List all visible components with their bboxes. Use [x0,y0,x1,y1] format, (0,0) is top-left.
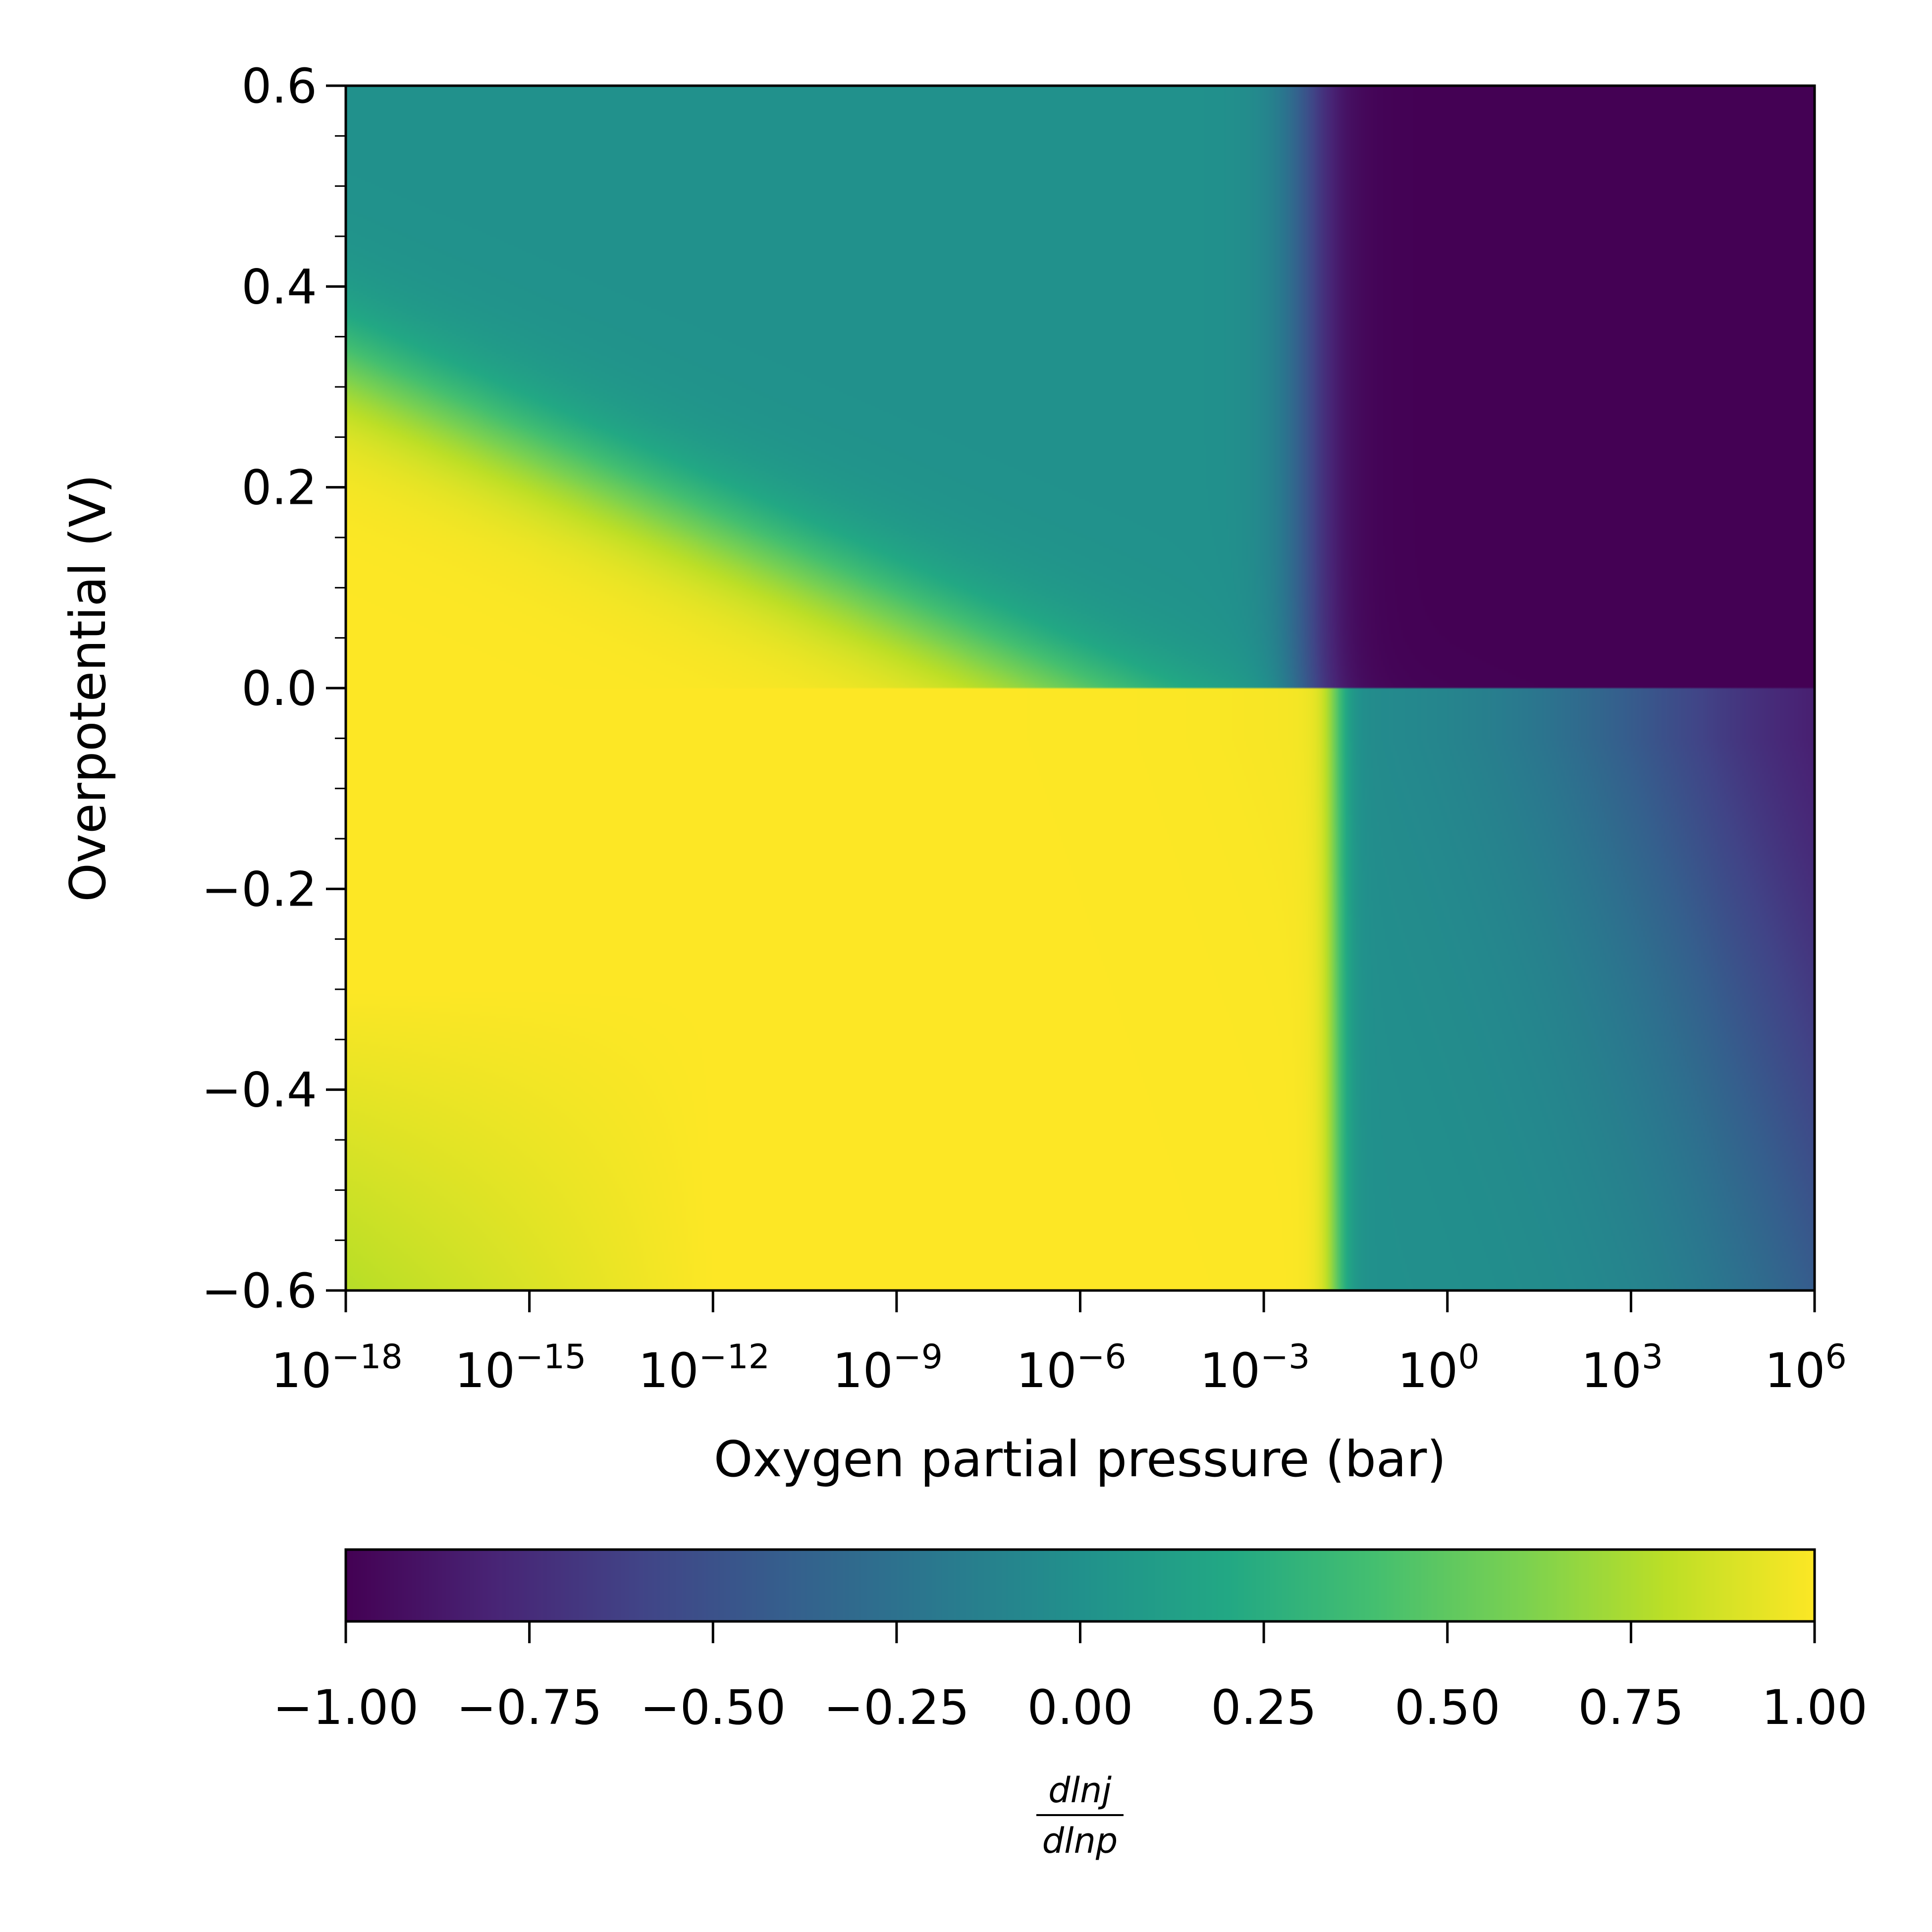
x-tick-label: 10−9 [833,1338,943,1398]
colorbar-tick-label: −0.75 [457,1680,602,1735]
y-tick-label: 0.2 [241,460,317,516]
colorbar-tick-label: 1.00 [1762,1680,1868,1735]
heatmap-plot-area [346,86,1815,1290]
y-tick-label: −0.2 [202,861,317,917]
x-tick-label: 106 [1765,1338,1846,1398]
x-axis-ticks: 10−18 10−15 10−12 10−9 10−6 10−3 100 103 106 [271,1290,1847,1398]
colorbar-tick-label: −0.50 [640,1680,786,1735]
colorbar-gradient [346,1550,1815,1621]
colorbar-tick-label: −0.25 [824,1680,969,1735]
x-tick-label: 10−6 [1016,1338,1126,1398]
colorbar-ticks: −1.00 −0.75 −0.50 −0.25 0.00 0.25 0.50 0.75 1.00 [273,1621,1868,1735]
colorbar-tick-label: 0.75 [1578,1680,1684,1735]
colorbar-label: dlnj dlnp [1036,1770,1124,1861]
y-tick-label: 0.6 [241,58,317,114]
x-axis-title: Oxygen partial pressure (bar) [714,1430,1447,1488]
colorbar-tick-label: −1.00 [273,1680,419,1735]
plot-frame [344,84,1816,1292]
x-tick-label: 103 [1581,1338,1663,1398]
y-tick-label: −0.6 [202,1263,317,1319]
y-tick-label: 0.0 [241,661,317,716]
x-tick-label: 100 [1397,1338,1479,1398]
y-axis-ticks: 0.6 0.4 0.2 0.0 −0.2 −0.4 −0.6 [202,58,346,1319]
colorbar-label-denominator: dlnp [1042,1821,1118,1861]
y-axis-title: Overpotential (V) [59,474,117,902]
x-tick-label: 10−12 [638,1338,770,1398]
colorbar-tick-label: 0.50 [1395,1680,1501,1735]
y-tick-label: 0.4 [241,259,317,315]
colorbar-label-numerator: dlnj [1048,1770,1112,1811]
colorbar-frame [344,1548,1816,1623]
x-tick-label: 10−3 [1200,1338,1310,1398]
x-tick-label: 10−18 [271,1338,403,1398]
x-tick-label: 10−15 [455,1338,587,1398]
colorbar-tick-label: 0.00 [1027,1680,1133,1735]
y-tick-label: −0.4 [202,1063,317,1118]
colorbar-tick-label: 0.25 [1211,1680,1317,1735]
